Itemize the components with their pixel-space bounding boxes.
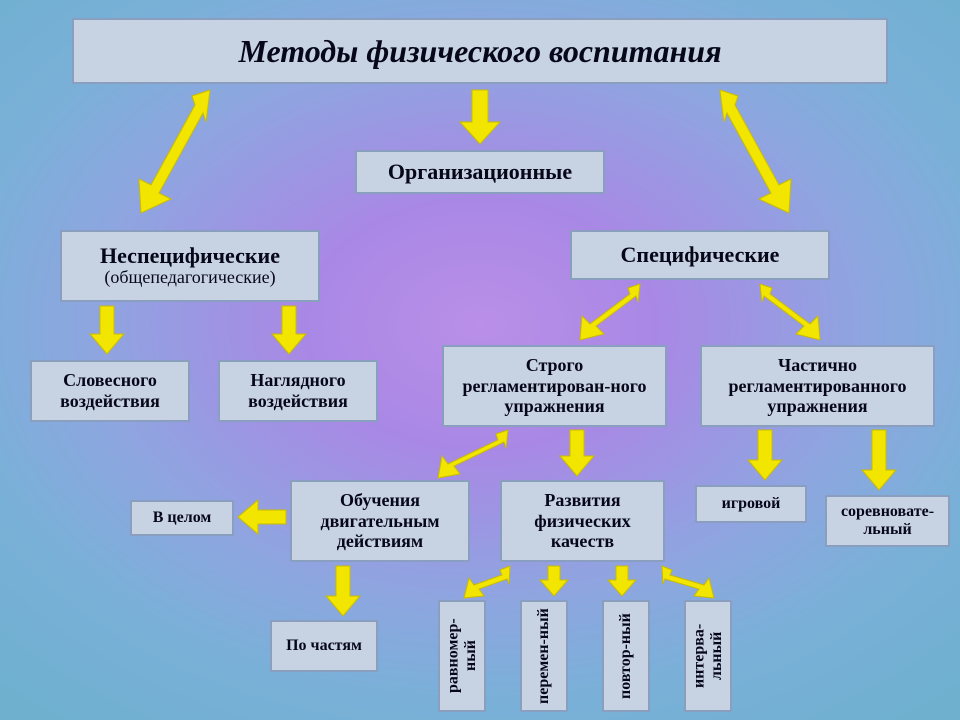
arrows	[0, 0, 960, 720]
